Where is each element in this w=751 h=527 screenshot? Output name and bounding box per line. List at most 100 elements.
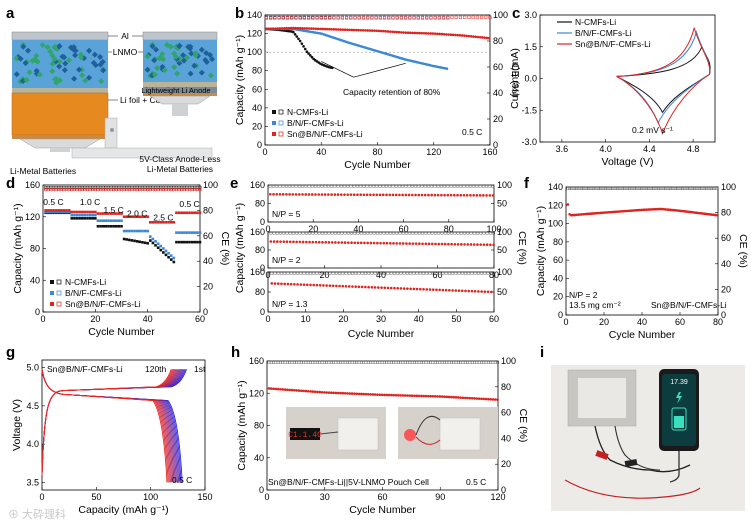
capacity-point [409, 287, 412, 291]
ce-point [456, 360, 460, 364]
scale-stem [50, 148, 70, 152]
capacity-point [317, 240, 321, 244]
ce-point [366, 15, 370, 19]
ce-point [312, 271, 316, 275]
ce-point [404, 184, 408, 188]
ce-point [279, 360, 282, 364]
capacity-point [430, 242, 434, 246]
capacity-point [328, 27, 331, 31]
ce-point [446, 15, 450, 19]
capacity-point [130, 229, 134, 233]
capacity-point [288, 240, 292, 244]
capacity-point [321, 240, 324, 244]
capacity-point [424, 394, 428, 398]
ce-point [626, 186, 630, 190]
capacity-point [114, 224, 118, 228]
capacity-point [275, 240, 279, 243]
capacity-point [411, 242, 415, 245]
capacity-point [107, 224, 110, 228]
capacity-point [285, 26, 288, 30]
ce-point [396, 360, 400, 364]
capacity-point [300, 42, 304, 45]
lnmo-crystal [149, 43, 156, 50]
capacity-point [156, 242, 160, 246]
capacity-point [330, 27, 333, 31]
y2-tick-label: 20 [501, 459, 511, 469]
ce-point [383, 271, 387, 275]
ce-point [595, 186, 599, 190]
ce-point [327, 231, 331, 235]
rate-label: 1.0 C [80, 197, 100, 207]
capacity-point [312, 283, 316, 287]
capacity-point [274, 387, 278, 391]
legend-marker-ce [56, 301, 62, 307]
capacity-point [164, 249, 168, 253]
capacity-point [311, 390, 315, 393]
legend-marker-ce [278, 109, 284, 115]
np-label: N/P = 5 [272, 209, 301, 219]
capacity-point [482, 243, 486, 246]
x-tick-label: 160 [482, 147, 497, 157]
capacity-point [472, 35, 475, 38]
capacity-point [78, 217, 81, 220]
capacity-point [477, 290, 480, 293]
capacity-point [390, 393, 393, 397]
capacity-point [316, 27, 320, 31]
y-tick-label: -3.0 [521, 137, 537, 147]
capacity-point [295, 35, 299, 38]
ce-point [359, 231, 363, 235]
photo-i: 17.39 [551, 365, 745, 511]
discharge-curve [41, 369, 171, 483]
ce-point [340, 15, 344, 19]
capacity-point [412, 287, 416, 291]
ce-point [713, 186, 717, 190]
ce-point [428, 271, 432, 275]
capacity-point [485, 194, 488, 197]
ce-point [399, 360, 402, 364]
capacity-point [120, 219, 123, 223]
capacity-point [409, 31, 412, 35]
capacity-point [382, 241, 386, 245]
ce-point [447, 360, 451, 364]
ce-point [430, 231, 434, 235]
capacity-point [60, 210, 63, 214]
ce-point [433, 184, 437, 188]
lnmo-crystal [173, 53, 180, 60]
ce-point [311, 360, 315, 364]
x-tick-label: 0 [563, 317, 568, 327]
ce-point [588, 186, 592, 190]
capacity-point [169, 258, 173, 261]
capacity-point [350, 241, 353, 244]
capacity-point [438, 32, 441, 36]
ce-point [486, 271, 490, 275]
capacity-point [308, 240, 311, 244]
ce-point [295, 231, 299, 235]
capacity-point [404, 193, 408, 197]
lnmo-crystal [91, 51, 98, 58]
capacity-point [128, 229, 131, 233]
legend-label: N-CMFs-Li [65, 277, 106, 287]
capacity-point [337, 28, 340, 31]
y2-tick-label: 60 [501, 408, 511, 418]
ce-point [353, 231, 357, 235]
y-axis-label: Capacity (mAh g⁻¹) [535, 206, 547, 296]
y-tick-label: 140 [247, 10, 262, 20]
capacity-point [265, 27, 268, 31]
capacity-point [276, 387, 280, 391]
ce-point [472, 231, 476, 235]
capacity-point [289, 26, 293, 30]
capacity-point [278, 27, 282, 30]
x-tick-label: 60 [195, 314, 205, 324]
panel-label-e: e [230, 175, 238, 192]
y2-tick-label: 0 [203, 307, 208, 317]
capacity-point [440, 242, 444, 246]
capacity-point [447, 33, 450, 36]
capacity-point [449, 33, 453, 37]
ce-point [609, 186, 613, 190]
panel-label-a: a [6, 5, 15, 22]
ce-point [306, 360, 310, 364]
capacity-point [196, 211, 199, 215]
ce-point [689, 186, 693, 190]
capacity-point [146, 215, 149, 219]
capacity-point [494, 398, 497, 401]
